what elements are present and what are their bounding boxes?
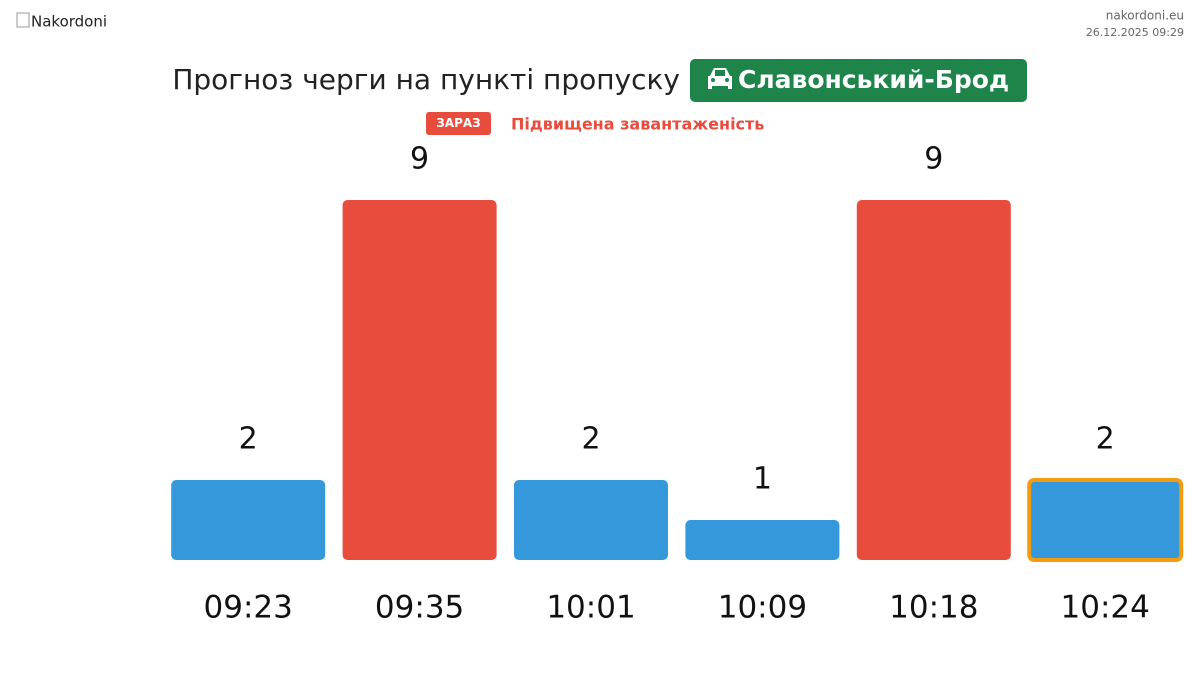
logo[interactable]: Nakordoni [31,13,107,31]
bar [685,520,840,560]
value-label: 2 [239,422,258,457]
x-tick-label: 10:18 [889,590,978,626]
x-tick-label: 10:24 [1061,590,1150,626]
value-label: 9 [410,142,429,177]
bar [856,200,1011,560]
checkpoint-badge [690,59,1027,102]
site-name: nakordoni.eu [1106,9,1184,23]
chart-title: Прогноз черги на пункті пропуску [172,63,680,96]
value-label: 2 [581,422,600,457]
car-icon [708,68,732,89]
x-tick-label: 09:23 [204,590,293,626]
x-tick-label: 10:09 [718,590,807,626]
bar [514,480,668,560]
bar [171,480,326,560]
x-tick-label: 09:35 [375,590,464,626]
status-text: Підвищена завантаженість [511,115,764,134]
value-label: 1 [753,462,772,497]
x-tick-label: 10:01 [546,590,635,626]
bar [342,200,497,560]
status-badge-bg [426,112,491,135]
value-label: 9 [924,142,943,177]
logo-icon [16,12,30,28]
datetime: 26.12.2025 09:29 [1086,26,1184,39]
checkpoint-name: Славонський-Брод [738,65,1009,94]
bar [1027,478,1184,562]
status-badge: ЗАРАЗ [436,116,480,130]
value-label: 2 [1096,422,1115,457]
